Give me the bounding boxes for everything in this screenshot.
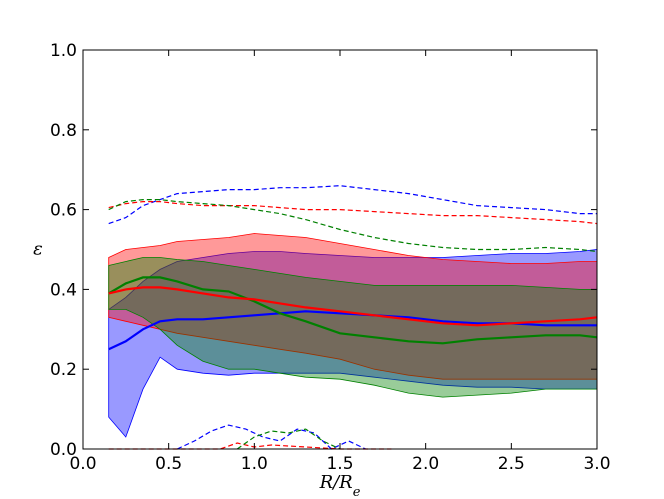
y-tick-label: 0.8: [50, 121, 77, 141]
y-tick-label: 1.0: [50, 41, 77, 61]
green-upper-dashed-line: [108, 199, 598, 253]
x-tick-label: 0.0: [69, 454, 96, 474]
red-upper-dashed-line: [108, 201, 598, 225]
y-tick-label: 0.2: [50, 360, 77, 380]
green-lower-dashed-line: [236, 428, 341, 450]
x-tick-label: 2.5: [498, 454, 525, 474]
x-axis-label: R/Re: [319, 472, 361, 499]
blue-upper-dashed-line: [108, 185, 597, 225]
scatter-bands: [108, 233, 598, 438]
y-tick-label: 0.0: [50, 440, 77, 460]
median-lines: [108, 276, 598, 351]
y-tick-label: 0.6: [50, 201, 77, 221]
red-lower-dashed-line: [108, 442, 392, 450]
x-tick-label: 0.5: [155, 454, 182, 474]
red-median-line: [108, 286, 598, 327]
y-tick-label: 0.4: [50, 280, 77, 300]
green-median-line: [108, 276, 598, 345]
y-axis-label: ε: [33, 239, 43, 260]
x-tick-label: 1.0: [241, 454, 268, 474]
blue-lower-dashed-line: [176, 424, 366, 450]
x-tick-label: 3.0: [583, 454, 610, 474]
x-tick-label: 2.0: [412, 454, 439, 474]
axis-ticks: [82, 49, 598, 450]
tick-labels: 0.0 0.5 1.0 1.5 2.0 2.5 3.0 0.0 0.2 0.4 0.6 0.8 1.0: [50, 41, 611, 474]
x-tick-label: 1.5: [326, 454, 353, 474]
